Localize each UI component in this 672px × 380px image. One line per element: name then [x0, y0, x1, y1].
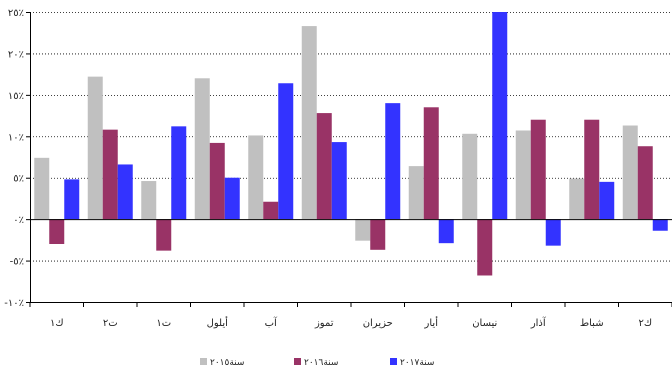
y-tick-labels: ٢٥٪ ٢٠٪ ١٥٪ ١٠٪ ٥٪ ٠٪ -٥٪ -١٠٪ — [4, 8, 24, 309]
bar — [248, 135, 264, 220]
x-category-label: تموز — [314, 318, 334, 329]
bar — [492, 12, 508, 220]
x-category-label: شباط — [580, 318, 604, 329]
bars — [34, 12, 668, 276]
legend-label: سنة٢٠١٦ — [304, 358, 338, 368]
bar — [530, 119, 546, 220]
legend-swatch — [390, 358, 397, 365]
legend-swatch — [294, 358, 301, 365]
bar — [64, 179, 80, 220]
bar — [87, 76, 103, 220]
y-tick-label: ١٥٪ — [8, 91, 24, 102]
x-category-label: آب — [265, 316, 278, 329]
bar — [141, 181, 157, 220]
bar — [34, 157, 50, 220]
x-category-label: نيسان — [472, 318, 497, 329]
y-tick-label: ٢٠٪ — [8, 49, 24, 60]
bar — [278, 83, 294, 220]
bar — [117, 164, 133, 220]
x-category-label: أيلول — [207, 316, 229, 329]
bar — [408, 166, 424, 220]
bar — [569, 178, 585, 220]
legend: سنة٢٠١٥ سنة٢٠١٦ سنة٢٠١٧ — [200, 358, 434, 368]
y-tick-label: ٥٪ — [13, 174, 24, 185]
bar — [652, 219, 668, 231]
bar — [584, 119, 600, 220]
bar — [622, 125, 638, 220]
x-category-label: آذار — [530, 316, 547, 329]
x-category-label: أيار — [424, 316, 439, 329]
legend-label: سنة٢٠١٧ — [400, 358, 434, 368]
x-category-label: ت١ — [156, 318, 171, 329]
legend-label: سنة٢٠١٥ — [210, 358, 244, 368]
bar — [637, 146, 653, 220]
bar — [438, 219, 454, 244]
y-tick-label: ٢٥٪ — [8, 8, 24, 19]
y-tick-label: -١٠٪ — [4, 298, 24, 309]
legend-swatch — [200, 358, 207, 365]
bar — [355, 219, 371, 241]
bar — [599, 181, 615, 220]
axes — [26, 12, 672, 307]
gridlines — [30, 12, 672, 303]
bar — [209, 142, 225, 220]
bar — [171, 126, 187, 220]
bar — [331, 142, 347, 220]
x-category-label: ك١ — [50, 318, 64, 329]
bar — [49, 219, 65, 244]
bar — [156, 219, 172, 251]
x-category-label: ت٢ — [103, 318, 118, 329]
x-category-label: ك٢ — [638, 318, 652, 329]
bar — [194, 78, 210, 220]
bar — [370, 219, 386, 250]
x-category-label: حزيران — [363, 318, 393, 329]
y-tick-label: -٥٪ — [10, 257, 24, 268]
bar — [423, 107, 439, 220]
bar — [515, 130, 531, 220]
bar — [316, 113, 332, 220]
bar — [477, 219, 493, 276]
y-tick-label: ١٠٪ — [8, 132, 24, 143]
bar — [545, 219, 561, 246]
bar — [301, 26, 317, 220]
bar — [102, 129, 118, 220]
bar — [263, 201, 279, 220]
y-tick-label: ٠٪ — [13, 215, 24, 226]
bar — [462, 133, 478, 220]
bar — [385, 103, 401, 220]
x-category-labels: ك٢ شباط آذار نيسان أيار حزيران تموز آب أيلول ت١ ت٢… — [50, 316, 652, 329]
bar — [224, 177, 240, 220]
